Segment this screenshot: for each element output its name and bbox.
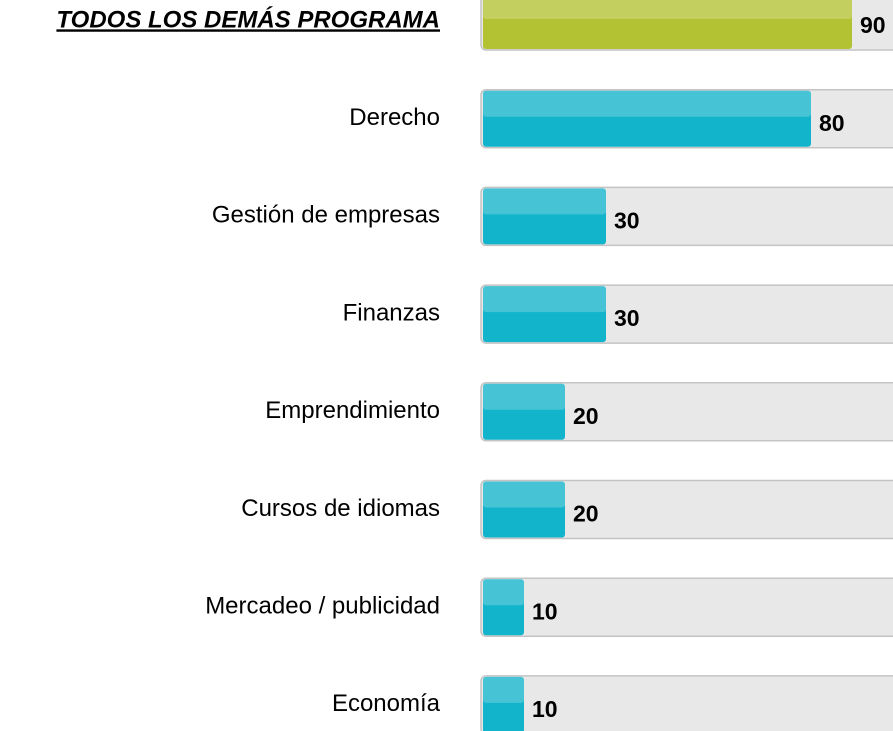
category-label: Emprendimiento (265, 397, 440, 424)
category-label: Finanzas (343, 299, 440, 326)
bar-highlight (483, 676, 524, 703)
bar-highlight (483, 481, 565, 508)
category-label: Cursos de idiomas (241, 495, 440, 522)
bar-highlight (483, 0, 852, 19)
value-label: 20 (573, 403, 599, 429)
bar (483, 383, 565, 440)
bar (483, 579, 524, 636)
category-label: Derecho (349, 104, 440, 131)
bar (483, 676, 524, 731)
category-label: TODOS LOS DEMÁS PROGRAMA (56, 5, 440, 33)
category-label: Gestión de empresas (212, 202, 440, 229)
bar-track (480, 382, 893, 442)
bar-track (480, 675, 893, 731)
value-label: 10 (532, 696, 558, 722)
bar-highlight (483, 188, 606, 215)
bar (483, 286, 606, 343)
bar-highlight (483, 90, 811, 117)
value-label: 80 (819, 110, 845, 136)
bar (483, 481, 565, 538)
value-label: 10 (532, 598, 558, 624)
category-label: Economía (332, 690, 441, 717)
bar-highlight (483, 579, 524, 606)
value-label: 20 (573, 501, 599, 527)
bar-highlight (483, 286, 606, 313)
bar (483, 188, 606, 245)
bar (483, 90, 811, 147)
value-label: 90 (860, 12, 886, 38)
value-label: 30 (614, 305, 640, 331)
bar (483, 0, 852, 49)
bar-track (480, 577, 893, 637)
bar-highlight (483, 383, 565, 410)
category-label: Mercadeo / publicidad (205, 593, 440, 620)
value-label: 30 (614, 207, 640, 233)
bar-track (480, 479, 893, 540)
